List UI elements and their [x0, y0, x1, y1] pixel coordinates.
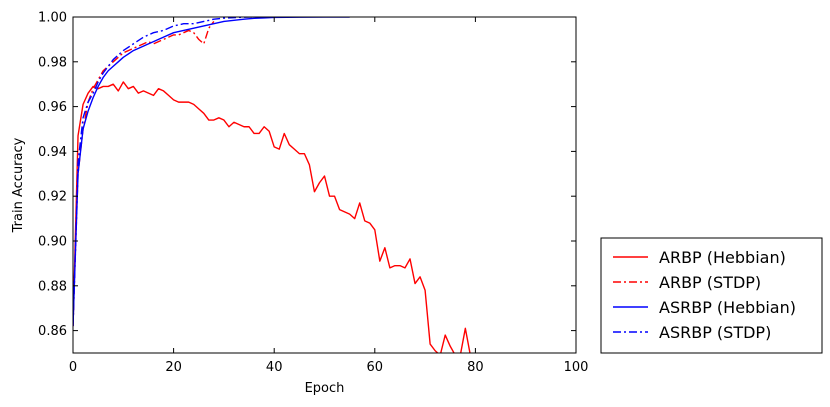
y-tick-label: 0.96	[38, 100, 67, 115]
y-tick-label: 0.98	[38, 55, 67, 70]
y-tick-label: 0.86	[38, 324, 67, 339]
series-line-2	[73, 17, 350, 327]
legend-label-2: ASRBP (Hebbian)	[659, 298, 796, 317]
x-tick-label: 0	[69, 360, 77, 375]
y-tick-label: 1.00	[38, 11, 67, 26]
x-tick-label: 40	[266, 360, 283, 375]
y-tick-label: 0.88	[38, 279, 67, 294]
y-axis-label: Train Accuracy	[11, 137, 26, 233]
series-line-3	[73, 17, 275, 327]
y-tick-label: 0.92	[38, 190, 67, 205]
y-tick-label: 0.94	[38, 145, 67, 160]
series-line-1	[73, 21, 215, 327]
legend-label-1: ARBP (STDP)	[659, 273, 761, 292]
x-tick-label: 20	[165, 360, 182, 375]
x-tick-label: 100	[564, 360, 589, 375]
legend-label-3: ASRBP (STDP)	[659, 323, 771, 342]
series-layer	[73, 17, 471, 353]
ticks-layer: 0 20 40 60 80 100 0.86 0.88 0.90 0.92 0.94 0.96 0.98…	[38, 11, 588, 376]
legend-label-0: ARBP (Hebbian)	[659, 248, 786, 267]
x-axis-label: Epoch	[305, 381, 345, 396]
series-line-0	[73, 81, 471, 353]
plot-frame	[72, 16, 577, 354]
x-tick-label: 60	[367, 360, 384, 375]
legend: ARBP (Hebbian) ARBP (STDP) ASRBP (Hebbian)…	[600, 237, 823, 354]
y-tick-label: 0.90	[38, 235, 67, 250]
x-tick-label: 80	[467, 360, 484, 375]
